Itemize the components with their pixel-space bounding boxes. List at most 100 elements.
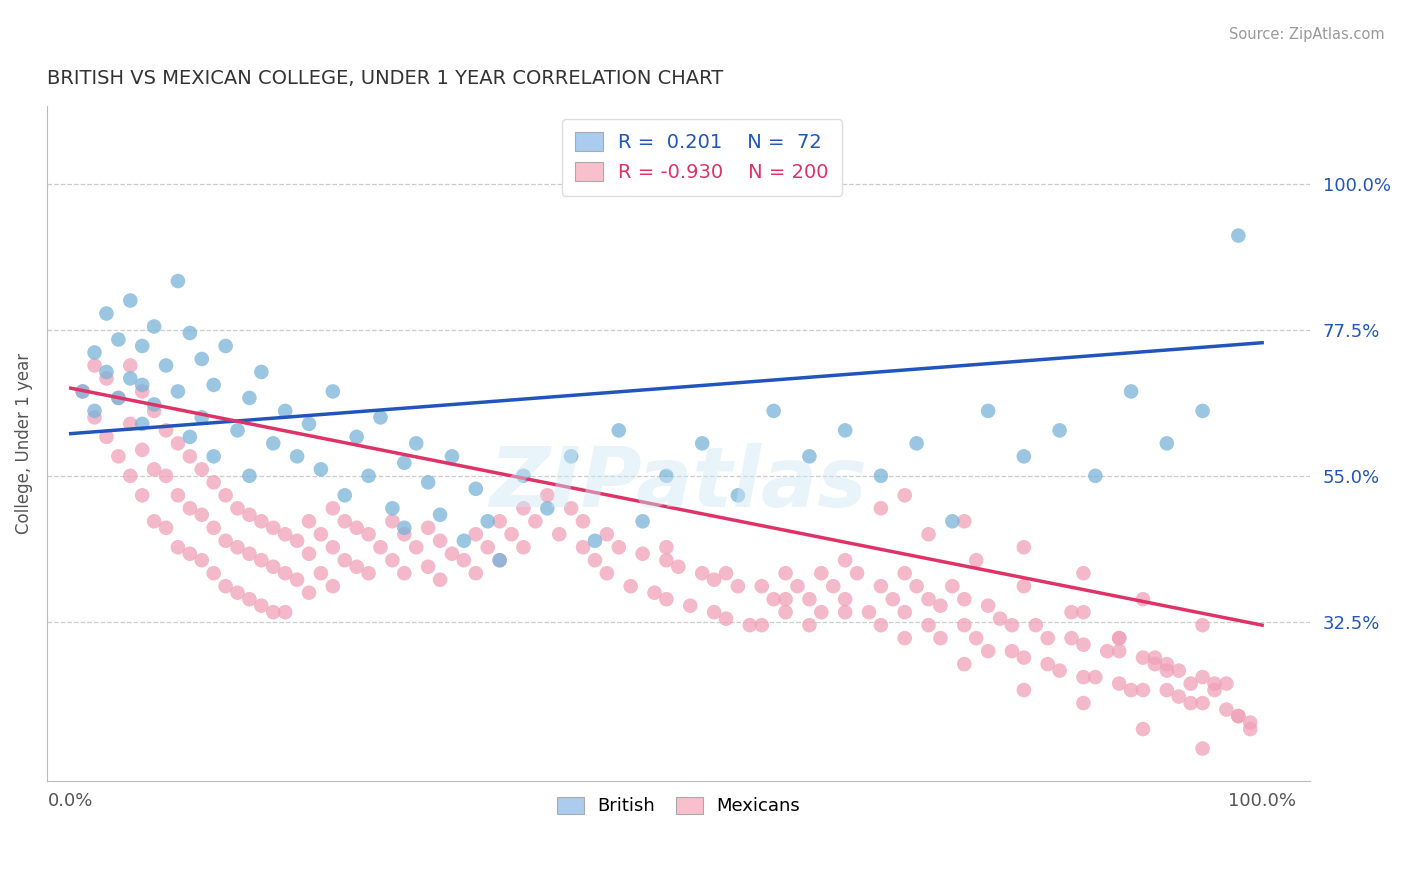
Point [1204,676,1226,690]
Point [429,533,451,548]
Point [893,566,915,581]
Point [905,579,928,593]
Point [1012,450,1035,464]
Point [453,533,475,548]
Point [298,514,321,528]
Point [858,605,880,619]
Point [583,533,606,548]
Point [167,384,190,399]
Point [226,585,249,599]
Point [583,553,606,567]
Point [107,391,129,405]
Point [143,404,166,418]
Point [346,430,368,444]
Point [751,579,773,593]
Point [322,501,344,516]
Point [418,475,440,490]
Point [309,462,332,476]
Point [72,384,94,399]
Point [988,612,1011,626]
Point [690,566,713,581]
Point [1119,683,1142,698]
Point [1215,676,1237,690]
Point [1156,657,1178,672]
Point [96,365,118,379]
Point [1156,683,1178,698]
Point [394,566,416,581]
Point [179,501,201,516]
Point [202,521,225,535]
Point [560,501,582,516]
Point [1132,683,1154,698]
Point [512,541,534,555]
Point [666,559,689,574]
Point [250,365,273,379]
Point [1084,670,1107,684]
Point [1167,664,1189,678]
Point [191,410,214,425]
Point [1001,618,1024,632]
Point [131,488,153,502]
Text: ZIPatlas: ZIPatlas [489,443,868,524]
Point [1132,722,1154,736]
Point [1060,605,1083,619]
Text: BRITISH VS MEXICAN COLLEGE, UNDER 1 YEAR CORRELATION CHART: BRITISH VS MEXICAN COLLEGE, UNDER 1 YEAR… [46,69,723,87]
Point [1204,683,1226,698]
Point [607,423,630,437]
Point [418,559,440,574]
Point [107,333,129,347]
Point [1191,404,1213,418]
Point [1036,631,1059,645]
Point [1049,423,1071,437]
Point [644,585,666,599]
Point [1191,696,1213,710]
Point [370,541,392,555]
Point [1156,664,1178,678]
Point [1001,644,1024,658]
Point [941,514,963,528]
Point [120,371,142,385]
Point [882,592,904,607]
Point [179,450,201,464]
Point [917,618,939,632]
Point [1108,631,1130,645]
Point [214,533,236,548]
Point [703,605,725,619]
Point [1084,468,1107,483]
Point [714,566,737,581]
Point [322,541,344,555]
Point [834,423,856,437]
Point [262,436,284,450]
Point [1180,676,1202,690]
Point [179,547,201,561]
Point [155,468,177,483]
Point [1227,709,1250,723]
Point [238,547,260,561]
Point [464,566,486,581]
Point [191,462,214,476]
Point [405,541,427,555]
Point [167,488,190,502]
Point [751,618,773,632]
Point [370,410,392,425]
Point [214,339,236,353]
Point [596,527,619,541]
Point [1012,650,1035,665]
Point [1239,722,1261,736]
Point [1191,618,1213,632]
Point [250,599,273,613]
Point [143,319,166,334]
Point [464,527,486,541]
Point [762,404,785,418]
Point [238,391,260,405]
Point [381,501,404,516]
Point [274,404,297,418]
Point [1073,638,1095,652]
Point [846,566,869,581]
Point [512,501,534,516]
Point [620,579,643,593]
Point [274,566,297,581]
Point [762,592,785,607]
Point [870,579,893,593]
Point [1156,436,1178,450]
